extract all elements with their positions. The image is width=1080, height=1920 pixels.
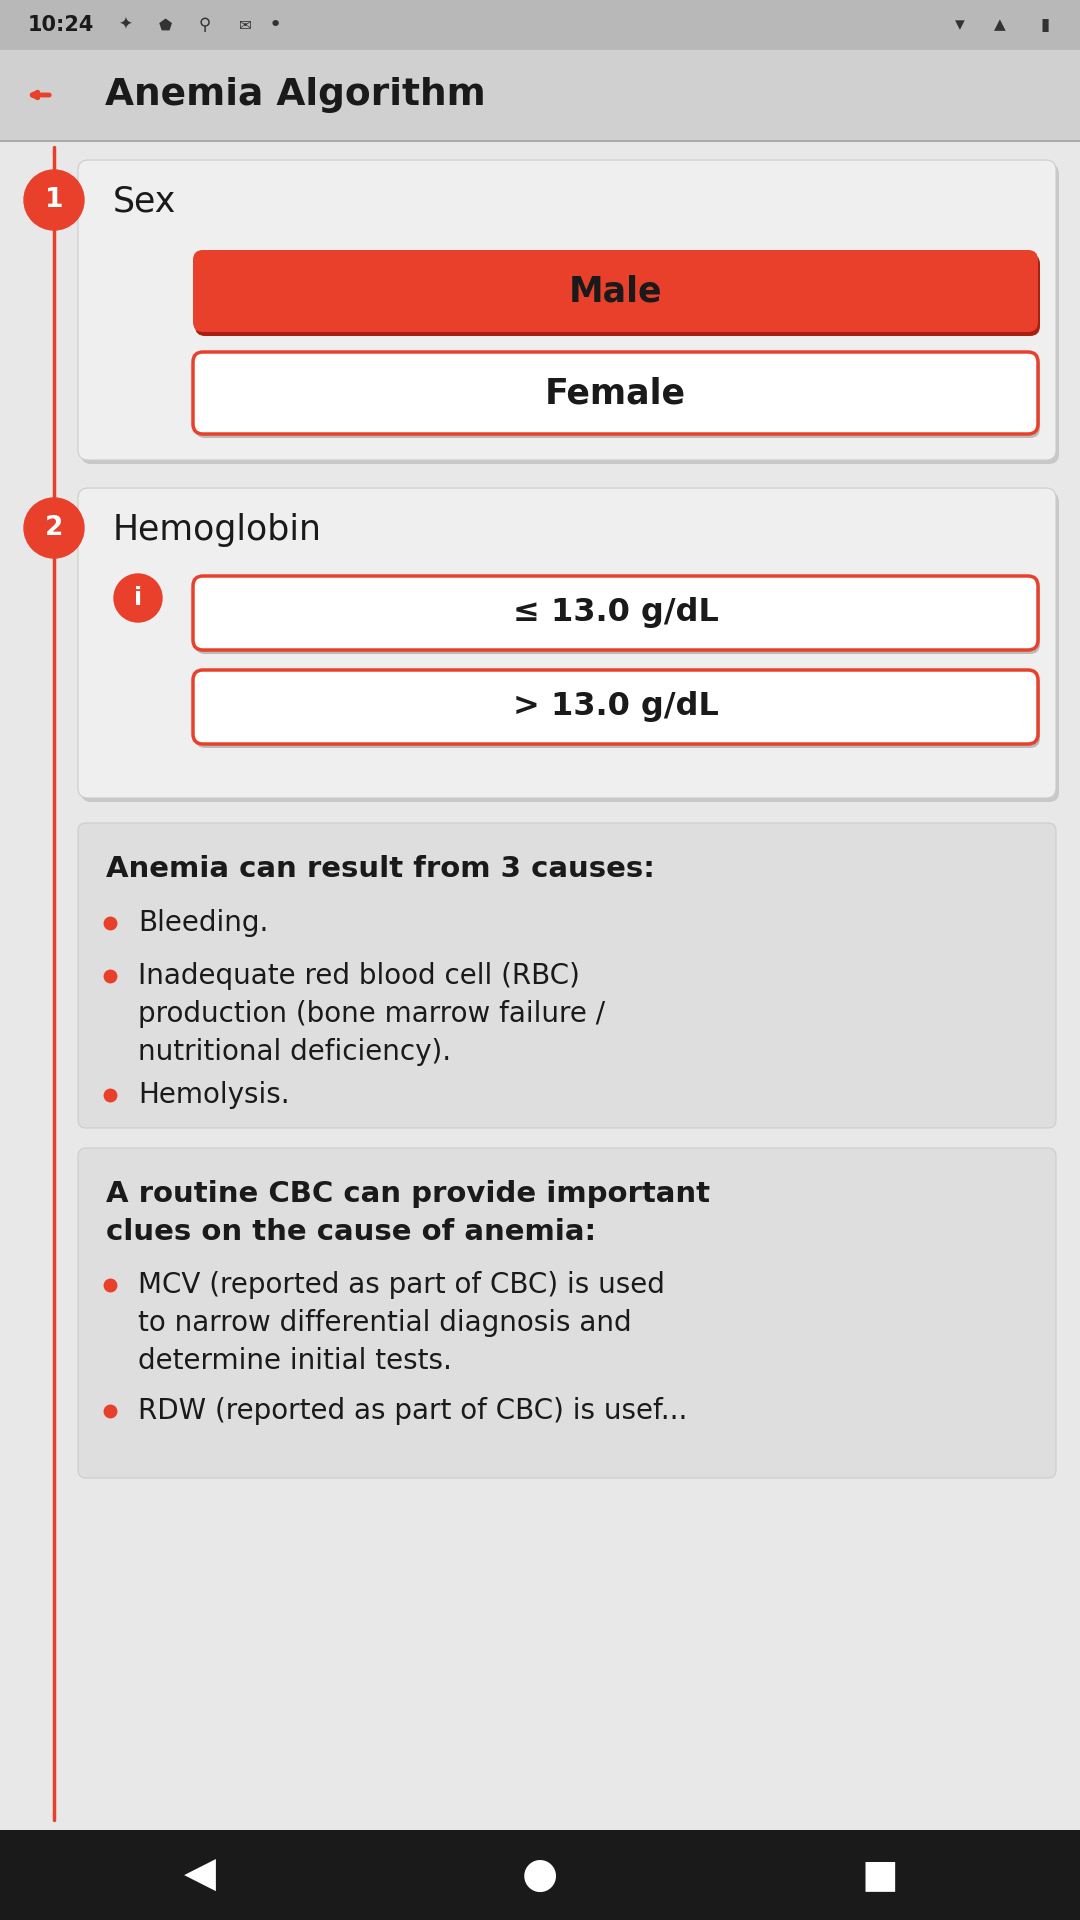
Bar [0,50,1080,140]
Text: ▲: ▲ [994,17,1005,33]
FancyBboxPatch shape [193,670,1038,743]
Text: Anemia can result from 3 causes:: Anemia can result from 3 causes: [106,854,654,883]
Text: •: • [268,15,282,35]
Text: Hemoglobin: Hemoglobin [113,513,322,547]
Text: i: i [134,586,143,611]
Text: 1: 1 [44,186,64,213]
FancyBboxPatch shape [193,250,1038,332]
FancyBboxPatch shape [78,488,1056,799]
Text: ⚲: ⚲ [199,15,211,35]
Text: ●: ● [522,1855,558,1897]
Text: A routine CBC can provide important: A routine CBC can provide important [106,1181,710,1208]
Bar [0,142,1080,1830]
Text: ◀: ◀ [184,1855,216,1897]
FancyBboxPatch shape [193,351,1038,434]
Text: Bleeding.: Bleeding. [138,908,268,937]
FancyBboxPatch shape [78,824,1056,1129]
Text: Anemia Algorithm: Anemia Algorithm [105,77,486,113]
Text: 2: 2 [44,515,64,541]
FancyBboxPatch shape [78,159,1056,461]
FancyBboxPatch shape [81,492,1059,803]
Text: ▮: ▮ [1040,15,1050,35]
FancyBboxPatch shape [195,580,1040,655]
Text: RDW (reported as part of CBC) is usef...: RDW (reported as part of CBC) is usef... [138,1398,687,1425]
FancyBboxPatch shape [193,576,1038,651]
Text: > 13.0 g/dL: > 13.0 g/dL [513,691,718,722]
Text: 10:24: 10:24 [28,15,94,35]
FancyBboxPatch shape [195,253,1040,336]
Text: determine initial tests.: determine initial tests. [138,1348,451,1375]
Text: ✉: ✉ [239,17,252,33]
Text: Female: Female [545,376,686,411]
Bar [0,1830,1080,1920]
Text: Sex: Sex [113,184,176,219]
FancyBboxPatch shape [81,163,1059,465]
Text: MCV (reported as part of CBC) is used: MCV (reported as part of CBC) is used [138,1271,665,1300]
Bar [0,0,1080,50]
Text: to narrow differential diagnosis and: to narrow differential diagnosis and [138,1309,632,1336]
Text: Male: Male [569,275,662,307]
Text: ≤ 13.0 g/dL: ≤ 13.0 g/dL [513,597,718,628]
Text: nutritional deficiency).: nutritional deficiency). [138,1039,451,1066]
FancyBboxPatch shape [78,1148,1056,1478]
Text: ⬟: ⬟ [159,17,172,33]
Circle shape [24,497,84,559]
Circle shape [114,574,162,622]
Text: clues on the cause of anemia:: clues on the cause of anemia: [106,1217,596,1246]
FancyBboxPatch shape [195,674,1040,749]
Text: ✦: ✦ [118,15,132,35]
Text: ▾: ▾ [955,15,964,35]
Text: Inadequate red blood cell (RBC): Inadequate red blood cell (RBC) [138,962,580,991]
Bar [0,140,1080,142]
Text: production (bone marrow failure /: production (bone marrow failure / [138,1000,605,1027]
Text: ■: ■ [862,1857,899,1893]
FancyBboxPatch shape [195,355,1040,438]
Circle shape [24,171,84,230]
Text: Hemolysis.: Hemolysis. [138,1081,289,1110]
